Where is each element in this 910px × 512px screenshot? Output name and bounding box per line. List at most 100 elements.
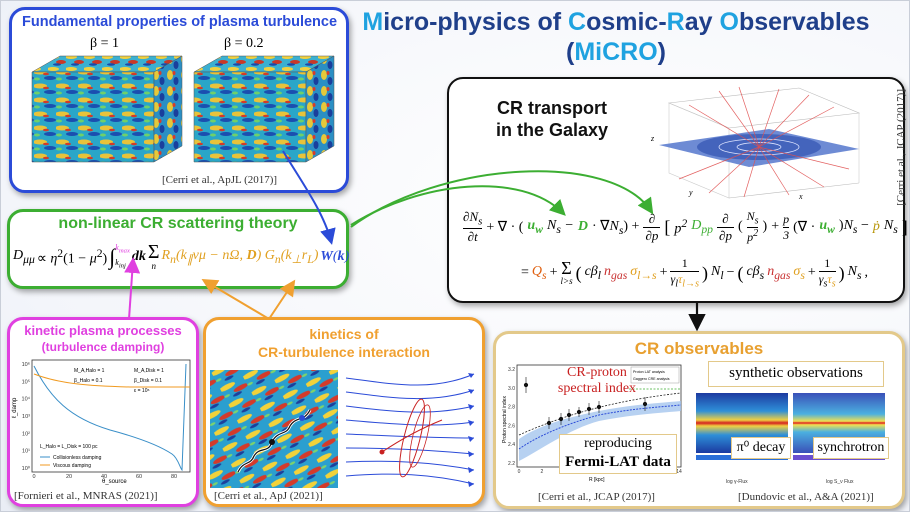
kinetic-subtitle: (turbulence damping) (41, 340, 165, 354)
fermi-box: reproducing Fermi-LAT data (559, 434, 677, 474)
y-tick-label: 2.8 (508, 405, 515, 411)
turbulence-cubes (31, 55, 335, 163)
turbulence-citation: [Cerri et al., ApJL (2017)] (162, 174, 278, 186)
axis-z-label: z (650, 134, 655, 143)
spectral-data-points (523, 377, 648, 429)
kinetic-title: kinetic plasma processes (24, 323, 182, 338)
synchrotron-label-box: synchrotron (813, 437, 889, 459)
transport-equation-line1: ∂Ns ∂t + ∇ · (uw Ns − D · ∇Ns) + ∂ ∂p [p2 Dpp… (463, 209, 908, 244)
synthetic-box: synthetic observations (708, 361, 884, 387)
spectral-index-plot: 3.23.02.82.62.42.2 02468101214 Proton sp… (502, 364, 682, 483)
transport-title: CR transport in the Galaxy (487, 97, 617, 141)
beta-2-label: β = 0.2 (224, 36, 264, 51)
transport-title-line1: CR transport (496, 98, 607, 118)
x-tick-label: 14 (676, 469, 682, 475)
y-tick-label: 3.2 (508, 367, 515, 373)
title-segment: MiCRO (574, 38, 658, 66)
y-tick-label: 10⁶ (22, 361, 30, 368)
x-tick-label: 20 (66, 474, 72, 480)
y-tick-label: 3.0 (508, 386, 515, 392)
beta-1-label: β = 1 (90, 36, 120, 51)
param-beta-halo: β_Halo = 0.1 (74, 378, 103, 384)
title-segment: ) (657, 38, 666, 66)
title-segment: bservables (738, 8, 870, 36)
y-tick-label: 2.6 (508, 423, 515, 429)
synthetic-label: synthetic observations (729, 365, 863, 381)
damping-xlabel: θ_source (102, 479, 127, 485)
turbulence-panel: Fundamental properties of plasma turbule… (9, 7, 349, 193)
main-title-line1: Micro-physics of Cosmic-Ray Observables (356, 7, 876, 37)
title-segment: icro-physics of (383, 8, 568, 36)
turbulence-title: Fundamental properties of plasma turbule… (22, 14, 338, 30)
spectral-band (519, 401, 681, 461)
title-segment: osmic- (586, 8, 667, 36)
spectral-ylabel: Proton spectral index (502, 396, 508, 443)
kinetic-citation: [Fornieri et al., MNRAS (2021)] (14, 490, 158, 502)
colorbar-label-2: log S_ν Flux (826, 479, 854, 485)
collisionless-damping-curve (33, 363, 187, 472)
y-tick-label: 10³ (22, 414, 30, 420)
x-tick-label: 60 (136, 474, 142, 480)
spectral-legend-b: Gaggero CRE analysis (633, 377, 670, 381)
damping-ylabel: ℓ_damp (11, 397, 18, 418)
observables-citation-1: [Cerri et al., JCAP (2017)] (538, 491, 655, 503)
title-segment: ay (684, 8, 720, 36)
fermi-label: Fermi-LAT data (565, 454, 671, 470)
y-tick-label: 10¹ (22, 449, 30, 455)
observables-citation-2: [Dundovic et al., A&A (2021)] (738, 491, 874, 503)
pi0-label-box: π⁰ decay (731, 437, 791, 459)
galaxy-3d-plot: z y x (650, 86, 861, 201)
scattering-title: non-linear CR scattering theory (58, 215, 298, 232)
y-tick-label: 10⁰ (22, 465, 31, 472)
title-segment: ( (566, 38, 575, 66)
interaction-panel: kinetics of CR-turbulence interaction (203, 317, 485, 507)
proton-index-label: CR-proton spectral index (537, 365, 657, 397)
x-tick-label: 0 (32, 474, 35, 480)
title-segment: M (362, 8, 384, 36)
reproducing-label: reproducing (584, 436, 652, 451)
x-tick-label: 80 (171, 474, 177, 480)
colorbar-label-1: log γ-Flux (726, 479, 748, 485)
param-beta-disk: β_Disk = 0.1 (134, 378, 162, 384)
synchrotron-label: synchrotron (817, 440, 885, 455)
spectral-legend-a: Proton LAT analysis (633, 370, 665, 374)
x-tick-label: 40 (101, 474, 107, 480)
title-segment: C (568, 8, 587, 36)
observables-title: CR observables (634, 339, 764, 358)
spectral-xlabel: R [kpc] (589, 477, 605, 483)
y-tick-label: 10⁵ (22, 378, 30, 385)
y-tick-label: 2.2 (508, 461, 515, 467)
interaction-title-line1: kinetics of (309, 326, 379, 342)
legend-viscous: Viscous damping (53, 463, 91, 469)
param-ma-halo: M_A,Halo = 1 (74, 368, 105, 374)
interaction-title: kinetics of CR-turbulence interaction (206, 325, 482, 361)
damping-plot: 10⁶ 10⁵ 10⁴ 10³ 10² 10¹ 10⁰ 0 20 40 60 80 ℓ_damp θ… (11, 359, 191, 485)
x-tick-label: 0 (518, 469, 521, 475)
title-segment: O (719, 8, 739, 36)
param-ma-disk: M_A,Disk = 1 (134, 368, 164, 374)
field-lines-sketch (345, 373, 475, 487)
y-tick-label: 10⁴ (22, 396, 31, 403)
axis-y-label: y (688, 188, 693, 197)
turbulence-interaction-map (210, 370, 338, 488)
proton-index-line2: spectral index (557, 381, 637, 396)
viscous-damping-curve (33, 373, 190, 388)
param-epsilon: ε = 10⁶ (134, 388, 150, 394)
interaction-title-line2: CR-turbulence interaction (258, 344, 430, 360)
legend-collisionless: Collisionless damping (53, 455, 102, 461)
x-tick-label: 2 (540, 469, 543, 475)
main-title-line2: (MiCRO) (356, 37, 876, 67)
interaction-citation: [Cerri et al., ApJ (2021)] (214, 490, 323, 502)
main-title: Micro-physics of Cosmic-Ray Observables … (356, 7, 876, 67)
title-segment: R (666, 8, 685, 36)
pi0-label: π⁰ decay (736, 440, 786, 455)
transport-title-line2: in the Galaxy (495, 120, 609, 140)
y-tick-label: 2.4 (508, 442, 515, 448)
axis-x-label: x (798, 192, 803, 201)
transport-citation: [Cerri et al., JCAP (2017)] (895, 89, 907, 206)
kinetic-panel: kinetic plasma processes (turbulence dam… (7, 317, 199, 507)
param-l-halo: L_Halo = L_Disk = 100 pc (40, 444, 98, 450)
